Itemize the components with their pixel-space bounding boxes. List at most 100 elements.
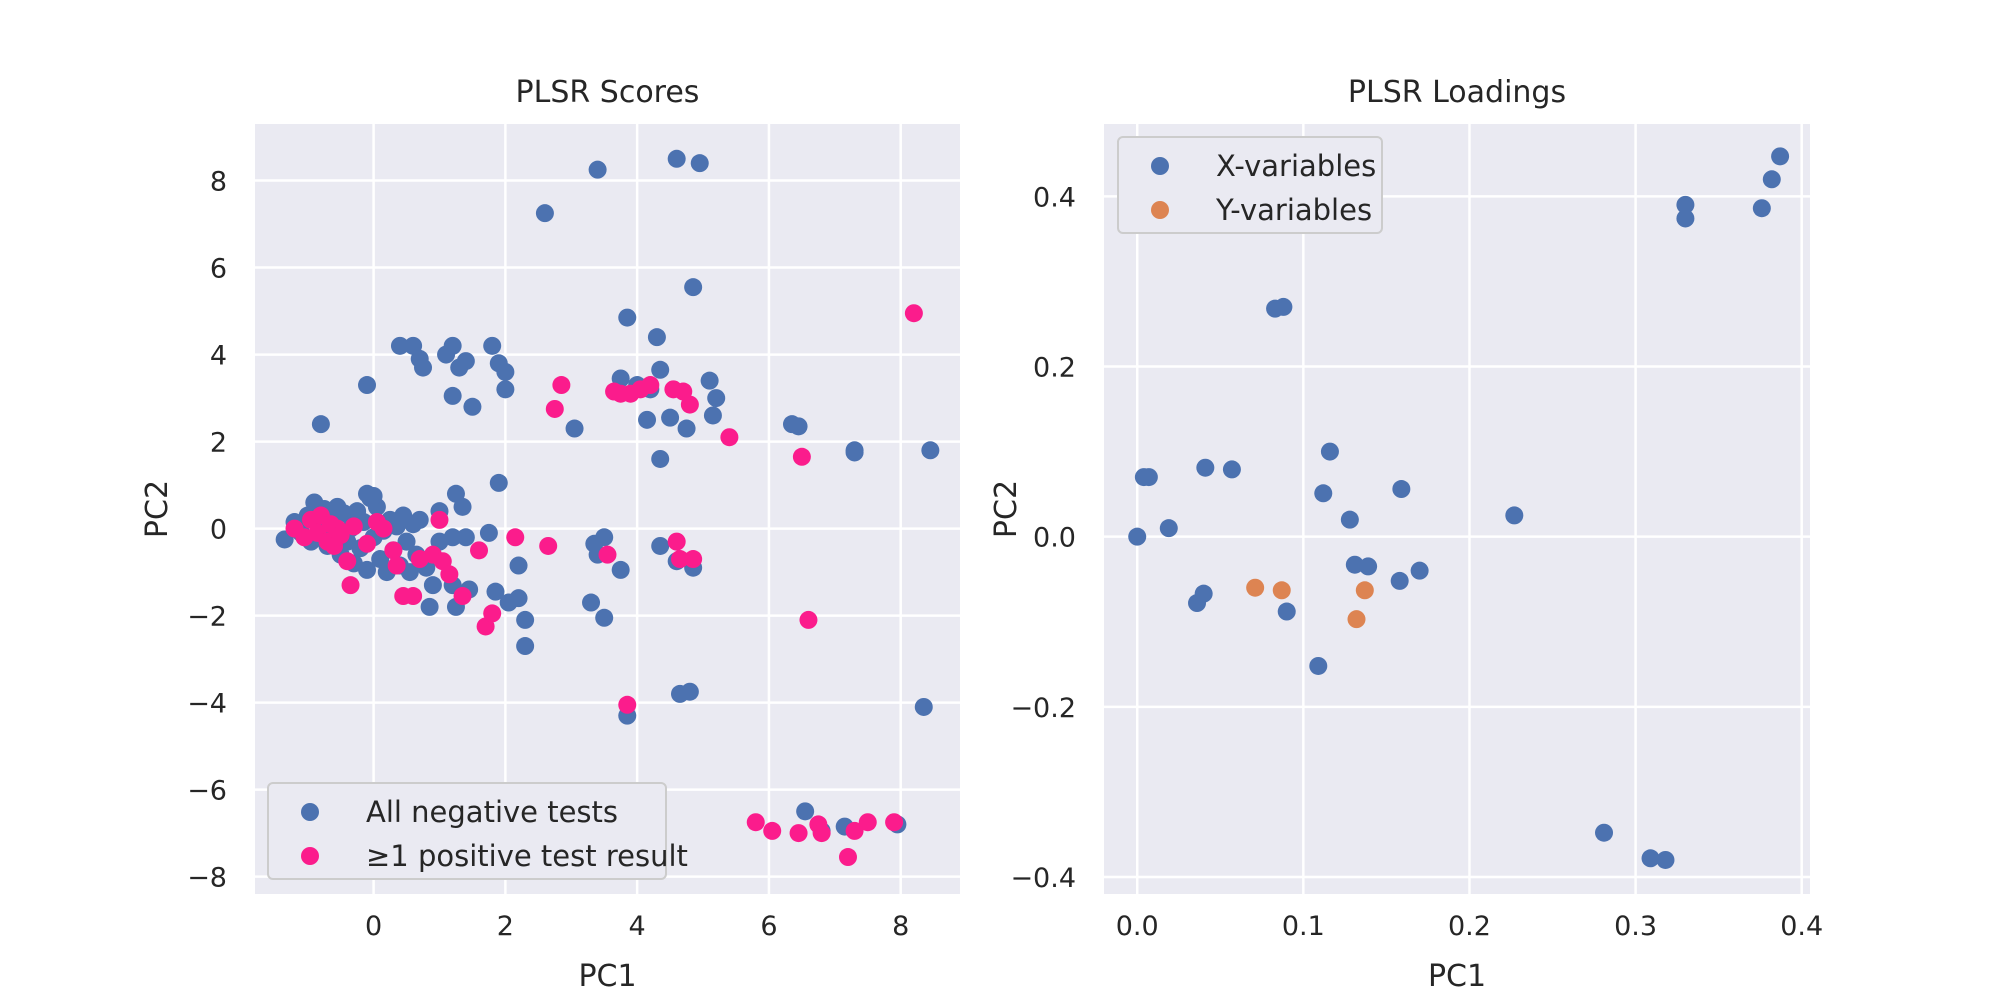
loadings-legend-label-x-variables: X-variables xyxy=(1216,149,1376,183)
loadings-point-series-0 xyxy=(1128,527,1147,546)
scores-point-series-0 xyxy=(651,449,670,468)
scores-y-tick-label: −8 xyxy=(187,863,227,894)
loadings-y-tick-label: −0.2 xyxy=(1010,693,1076,724)
scores-y-tick-label: −6 xyxy=(187,776,227,807)
scores-point-series-1 xyxy=(746,813,765,832)
loadings-y-tick-label: 0.0 xyxy=(1033,523,1076,554)
loadings-point-series-0 xyxy=(1752,199,1771,218)
loadings-plot-area xyxy=(1104,124,1810,894)
loadings-x-tick-label: 0.1 xyxy=(1282,911,1325,942)
loadings-legend-marker-x-variables xyxy=(1151,157,1169,175)
loadings-point-series-0 xyxy=(1139,468,1158,487)
loadings-x-axis-label: PC1 xyxy=(1428,959,1486,994)
scores-x-tick-label: 8 xyxy=(892,911,909,942)
scores-point-series-1 xyxy=(404,587,423,606)
loadings-x-tick-label: 0.0 xyxy=(1116,911,1159,942)
loadings-point-series-1 xyxy=(1246,578,1265,597)
loadings-x-tick-label: 0.4 xyxy=(1780,911,1823,942)
scores-y-tick-label: 0 xyxy=(210,515,227,546)
scores-point-series-0 xyxy=(414,358,433,377)
scores-point-series-1 xyxy=(858,813,877,832)
scores-point-series-1 xyxy=(845,821,864,840)
loadings-point-series-0 xyxy=(1656,850,1675,869)
loadings-y-tick-label: 0.2 xyxy=(1033,352,1076,383)
loadings-legend-box xyxy=(1117,136,1383,234)
scores-point-series-0 xyxy=(358,376,377,395)
scores-y-tick-label: −2 xyxy=(187,602,227,633)
scores-point-series-0 xyxy=(509,589,528,608)
loadings-point-series-0 xyxy=(1196,458,1215,477)
scores-point-series-0 xyxy=(463,397,482,416)
scores-point-series-1 xyxy=(763,821,782,840)
scores-point-series-0 xyxy=(667,149,686,168)
scores-point-series-0 xyxy=(486,582,505,601)
scores-point-series-0 xyxy=(921,441,940,460)
loadings-legend: X-variables Y-variables xyxy=(1117,136,1383,234)
scores-y-tick-label: 6 xyxy=(210,254,227,285)
scores-point-series-1 xyxy=(838,848,857,867)
scores-point-series-1 xyxy=(331,526,350,545)
scores-point-series-0 xyxy=(638,410,657,429)
scores-point-series-1 xyxy=(545,399,564,418)
scores-point-series-1 xyxy=(720,428,739,447)
scores-y-tick-label: 8 xyxy=(210,167,227,198)
scores-point-series-0 xyxy=(364,486,383,505)
scores-point-series-0 xyxy=(647,328,666,347)
scores-point-series-0 xyxy=(483,336,502,355)
scores-point-series-0 xyxy=(707,389,726,408)
loadings-point-series-0 xyxy=(1771,147,1790,166)
scores-point-series-1 xyxy=(789,824,808,843)
scores-point-series-1 xyxy=(338,552,357,571)
scores-point-series-0 xyxy=(443,336,462,355)
scores-point-series-1 xyxy=(470,541,489,560)
scores-legend: All negative tests ≥1 positive test resu… xyxy=(267,782,688,880)
scores-point-series-1 xyxy=(552,376,571,395)
loadings-y-axis-label: PC2 xyxy=(989,480,1024,538)
loadings-point-series-0 xyxy=(1410,561,1429,580)
scores-point-series-0 xyxy=(358,560,377,579)
scores-point-series-1 xyxy=(812,824,831,843)
scores-point-series-0 xyxy=(796,802,815,821)
scores-point-series-0 xyxy=(420,597,439,616)
scores-y-tick-label: 2 xyxy=(210,428,227,459)
scores-point-series-1 xyxy=(453,587,472,606)
scores-points xyxy=(275,149,940,867)
loadings-point-series-0 xyxy=(1159,519,1178,538)
loadings-point-series-0 xyxy=(1340,510,1359,529)
loadings-point-series-0 xyxy=(1222,460,1241,479)
loadings-point-series-0 xyxy=(1676,195,1695,214)
scores-point-series-0 xyxy=(397,532,416,551)
loadings-point-series-1 xyxy=(1272,581,1291,600)
scores-point-series-0 xyxy=(684,278,703,297)
scores-point-series-1 xyxy=(506,528,525,547)
scores-legend-label-positive: ≥1 positive test result xyxy=(366,839,688,873)
scores-point-series-0 xyxy=(516,637,535,656)
scores-point-series-0 xyxy=(703,406,722,425)
loadings-point-series-0 xyxy=(1505,506,1524,525)
loadings-title: PLSR Loadings xyxy=(1348,75,1566,110)
scores-point-series-0 xyxy=(496,380,515,399)
scores-point-series-0 xyxy=(651,360,670,379)
scores-point-series-0 xyxy=(453,497,472,516)
scores-point-series-1 xyxy=(904,304,923,323)
scores-title: PLSR Scores xyxy=(516,75,700,110)
scores-point-series-0 xyxy=(479,523,498,542)
scores-point-series-1 xyxy=(358,534,377,553)
scores-point-series-1 xyxy=(670,550,689,569)
scores-point-series-1 xyxy=(344,517,363,536)
loadings-y-tick-label: −0.4 xyxy=(1010,863,1076,894)
scores-x-tick-label: 0 xyxy=(365,911,382,942)
scores-point-series-1 xyxy=(680,395,699,414)
loadings-point-series-0 xyxy=(1359,557,1378,576)
scores-point-series-0 xyxy=(489,473,508,492)
scores-tick-labels: 0 2 4 6 8 −8 −6 −4 −2 0 2 4 6 8 xyxy=(187,167,909,942)
loadings-point-series-0 xyxy=(1595,823,1614,842)
scores-point-series-1 xyxy=(618,695,637,714)
scores-point-series-0 xyxy=(390,336,409,355)
scores-point-series-0 xyxy=(410,510,429,529)
scores-point-series-0 xyxy=(914,697,933,716)
scores-point-series-0 xyxy=(618,308,637,327)
scores-point-series-0 xyxy=(611,560,630,579)
loadings-point-series-0 xyxy=(1274,297,1293,316)
loadings-point-series-0 xyxy=(1277,602,1296,621)
